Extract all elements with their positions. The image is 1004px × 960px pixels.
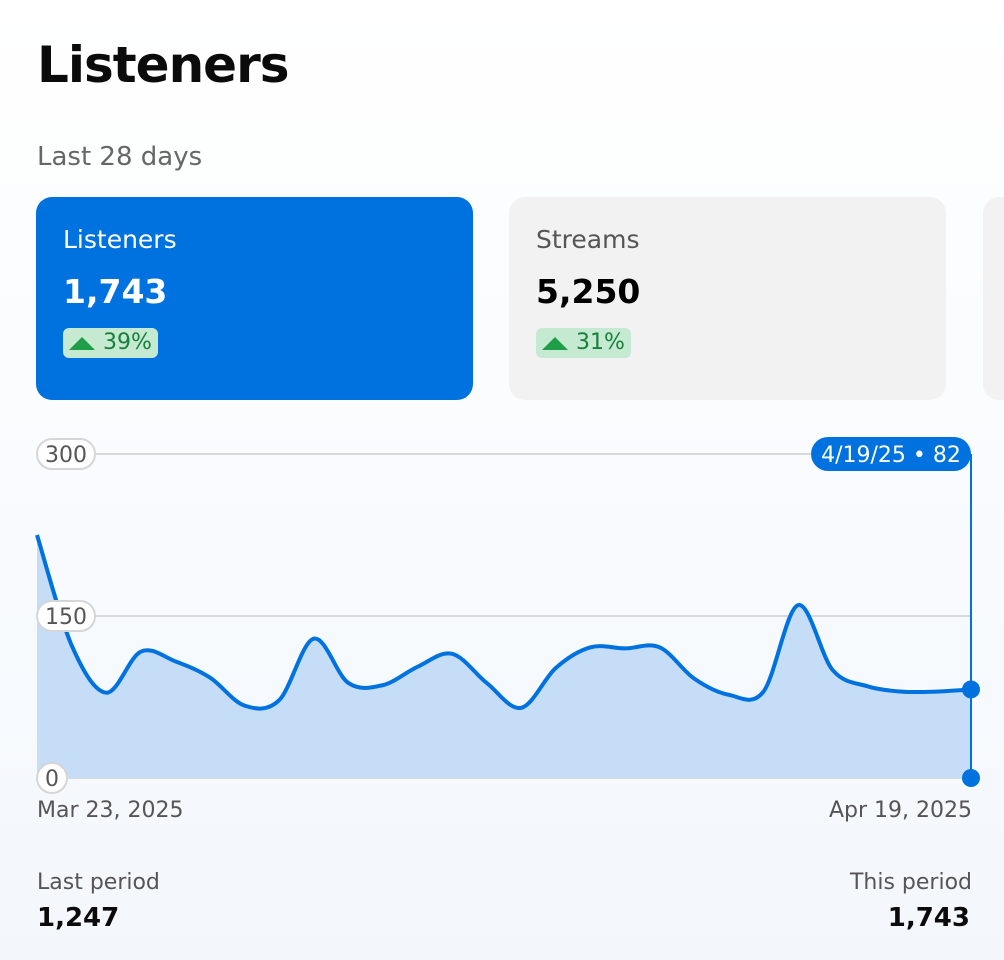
this-period-value: 1,743	[887, 903, 970, 933]
next-card-peek[interactable]	[983, 197, 1004, 400]
listeners-change-badge: 39%	[63, 328, 158, 358]
y-tick-pill	[36, 600, 96, 632]
streams-change-value: 31%	[576, 330, 625, 355]
listeners-change-value: 39%	[103, 330, 152, 355]
listeners-card[interactable]: Listeners 1,743 39%	[36, 197, 473, 400]
period-label: Last 28 days	[37, 142, 203, 172]
last-period-label: Last period	[37, 870, 160, 895]
y-tick-label: 0	[45, 767, 59, 792]
y-tick-pill	[36, 762, 68, 794]
end-date-label: Apr 19, 2025	[828, 798, 972, 823]
baseline-marker	[962, 769, 980, 787]
this-period-label: This period	[849, 870, 972, 895]
series-line	[35, 534, 972, 711]
listeners-chart[interactable]: 0 150 300 4/19/25 • 82	[0, 430, 1004, 800]
arrow-up-icon	[542, 336, 568, 350]
streams-card[interactable]: Streams 5,250 31%	[509, 197, 946, 400]
streams-change-badge: 31%	[536, 328, 631, 358]
arrow-up-icon	[69, 336, 95, 350]
series-area	[37, 535, 971, 778]
data-point-marker	[962, 680, 980, 699]
streams-card-label: Streams	[536, 225, 640, 254]
page-title: Listeners	[37, 36, 289, 94]
tooltip-label: 4/19/25 • 82	[821, 443, 961, 468]
start-date-label: Mar 23, 2025	[37, 798, 184, 823]
listeners-card-label: Listeners	[63, 225, 177, 254]
tooltip-pill	[811, 437, 971, 471]
last-period-value: 1,247	[37, 903, 120, 933]
y-tick-label: 150	[45, 605, 87, 630]
y-tick-pill	[36, 438, 96, 470]
y-tick-label: 300	[45, 443, 87, 468]
streams-card-value: 5,250	[536, 272, 641, 311]
listeners-card-value: 1,743	[63, 272, 168, 311]
